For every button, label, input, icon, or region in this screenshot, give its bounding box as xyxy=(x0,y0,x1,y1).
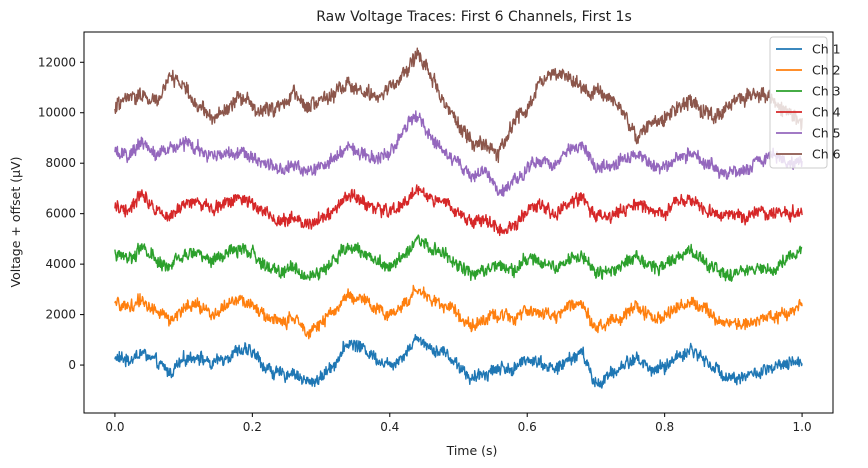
series-line-1 xyxy=(114,334,803,389)
x-tick-label: 0.0 xyxy=(105,420,124,434)
y-tick-label: 12000 xyxy=(38,55,76,69)
x-axis: 0.0 0.2 0.4 0.6 0.8 1.0 xyxy=(105,413,812,434)
series-line-4 xyxy=(114,184,803,237)
y-tick-label: 6000 xyxy=(45,207,76,221)
x-tick-label: 0.2 xyxy=(243,420,262,434)
series-lines xyxy=(114,47,803,389)
x-axis-label: Time (s) xyxy=(446,443,498,458)
chart-title: Raw Voltage Traces: First 6 Channels, Fi… xyxy=(316,9,632,25)
x-tick-label: 0.8 xyxy=(655,420,674,434)
y-tick-label: 2000 xyxy=(45,308,76,322)
series-line-5 xyxy=(114,110,803,197)
y-axis-label: Voltage + offset (µV) xyxy=(8,157,23,288)
series-line-2 xyxy=(114,284,803,340)
legend: Ch 1 Ch 2 Ch 3 Ch 4 Ch 5 Ch 6 xyxy=(769,36,841,169)
plot-area xyxy=(83,31,834,414)
series-line-3 xyxy=(114,234,803,282)
plot-frame xyxy=(83,31,834,414)
y-tick-label: 0 xyxy=(68,358,76,372)
legend-label-5: Ch 5 xyxy=(812,126,841,141)
series-line-6 xyxy=(114,47,803,164)
legend-label-2: Ch 2 xyxy=(812,63,841,78)
x-tick-label: 0.6 xyxy=(518,420,537,434)
legend-label-4: Ch 4 xyxy=(812,105,841,120)
x-tick-label: 1.0 xyxy=(793,420,812,434)
x-tick-label: 0.4 xyxy=(380,420,399,434)
legend-label-6: Ch 6 xyxy=(812,147,841,162)
y-axis: 0 2000 4000 6000 8000 10000 12000 xyxy=(38,55,84,372)
y-tick-label: 4000 xyxy=(45,257,76,271)
legend-label-3: Ch 3 xyxy=(812,84,841,99)
y-tick-label: 8000 xyxy=(45,156,76,170)
y-tick-label: 10000 xyxy=(38,106,76,120)
legend-label-1: Ch 1 xyxy=(812,42,841,57)
